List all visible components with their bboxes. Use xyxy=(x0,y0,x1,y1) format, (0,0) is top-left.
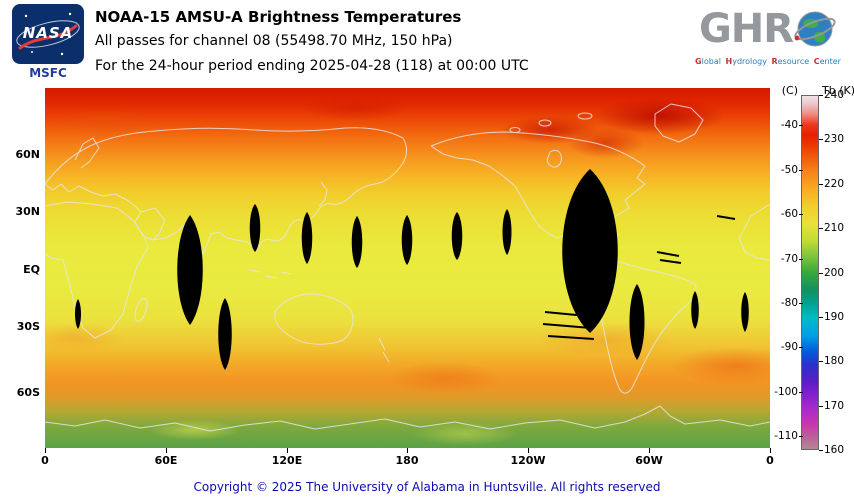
colorbar xyxy=(801,95,819,450)
lon-label-60w: 60W xyxy=(635,454,663,467)
lon-label-0w: 0 xyxy=(766,454,774,467)
kelvin-tick: 170 xyxy=(819,400,854,412)
celsius-tick: -50 xyxy=(770,164,803,176)
celsius-tick: -40 xyxy=(770,119,803,131)
lat-label-eq: EQ xyxy=(23,263,40,276)
lon-tick xyxy=(528,448,529,453)
lat-label-30s: 30S xyxy=(16,320,40,333)
lon-label-0e: 0 xyxy=(41,454,49,467)
lon-tick xyxy=(407,448,408,453)
page-title: NOAA-15 AMSU-A Brightness Temperatures xyxy=(95,8,462,26)
lon-tick xyxy=(45,448,46,453)
kelvin-tick: 160 xyxy=(819,444,854,456)
ghrc-globe-icon xyxy=(794,11,836,47)
kelvin-tick: 210 xyxy=(819,222,854,234)
data-gap-regions xyxy=(75,169,749,370)
colorbar-unit-kelvin: Tb (K) xyxy=(822,84,854,97)
lon-label-60e: 60E xyxy=(154,454,178,467)
celsius-tick: -110 xyxy=(770,430,803,442)
nasa-insignia-icon xyxy=(16,12,80,56)
ghrc-tagline-word: Center xyxy=(813,57,841,66)
nasa-logo: NASA xyxy=(12,4,84,64)
lon-tick xyxy=(287,448,288,453)
lon-tick xyxy=(166,448,167,453)
celsius-tick: -70 xyxy=(770,253,803,265)
ghrc-logo: GHR Global Hydrology Resource Center xyxy=(684,2,852,74)
lat-label-60n: 60N xyxy=(15,148,40,161)
lon-label-120w: 120W xyxy=(510,454,546,467)
world-coastlines xyxy=(45,103,770,432)
lat-label-30n: 30N xyxy=(15,205,40,218)
ghrc-tagline-word: Hydrology xyxy=(725,57,767,66)
lon-label-120e: 120E xyxy=(271,454,303,467)
lon-tick xyxy=(649,448,650,453)
kelvin-tick: 230 xyxy=(819,133,854,145)
kelvin-tick: 200 xyxy=(819,267,854,279)
celsius-tick: -90 xyxy=(770,341,803,353)
ghrc-tagline: Global Hydrology Resource Center xyxy=(684,57,852,66)
celsius-tick: -80 xyxy=(770,297,803,309)
map-overlay xyxy=(45,103,770,432)
nasa-logo-text: NASA xyxy=(22,24,74,42)
copyright-text: Copyright © 2025 The University of Alaba… xyxy=(193,480,661,494)
lat-label-60s: 60S xyxy=(16,386,40,399)
celsius-tick: -100 xyxy=(770,386,803,398)
ghrc-tagline-word: Resource xyxy=(771,57,810,66)
kelvin-tick: 190 xyxy=(819,311,854,323)
ghrc-tagline-word: Global xyxy=(695,57,721,66)
kelvin-tick: 180 xyxy=(819,355,854,367)
msfc-label: MSFC xyxy=(29,66,67,80)
subtitle-period: For the 24-hour period ending 2025-04-28… xyxy=(95,58,529,74)
celsius-tick: -60 xyxy=(770,208,803,220)
lon-tick xyxy=(770,448,771,453)
subtitle-channel: All passes for channel 08 (55498.70 MHz,… xyxy=(95,33,453,49)
kelvin-tick: 220 xyxy=(819,178,854,190)
map-canvas xyxy=(45,88,770,448)
colorbar-unit-celsius: (C) xyxy=(781,84,798,97)
ghrc-acronym: GHR xyxy=(698,6,794,52)
kelvin-tick: 240 xyxy=(819,89,854,101)
lon-label-180: 180 xyxy=(395,454,419,467)
data-gap-streaks xyxy=(542,215,736,340)
